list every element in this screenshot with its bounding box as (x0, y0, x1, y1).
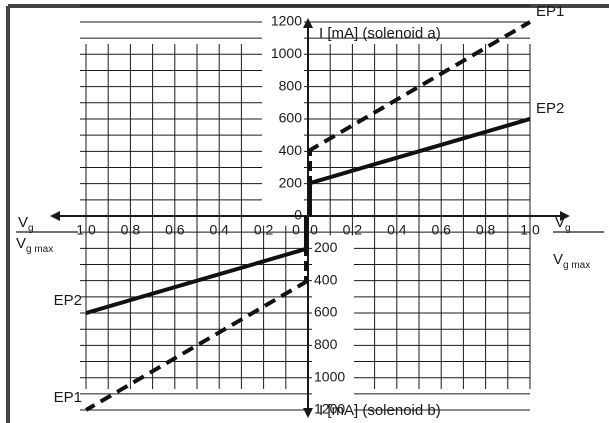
y-tick-label-bottom: 1200 (314, 401, 345, 417)
y-tick-label-top: 0 (294, 207, 302, 223)
y-tick-label-top: 200 (279, 174, 303, 190)
y-tick-label-bottom: 800 (314, 336, 338, 352)
series-line-ep1-a (306, 20, 532, 154)
x-tick-label-left: 0.2 (254, 221, 274, 237)
x-axis-label-right-den: Vg max (553, 251, 590, 271)
series-label-ep1-a: EP1 (536, 3, 564, 20)
x-tick-label-right: 0.4 (387, 221, 407, 237)
top-axis-label: I [mA] (solenoid a) (319, 25, 441, 42)
x-axis-label-left: Vg Vg max (16, 214, 78, 255)
series-line-ep1-b (84, 278, 310, 412)
bottom-axis-label: I [mA] (solenoid b) (319, 402, 441, 419)
x-tick-label-right: 0 (310, 221, 318, 237)
y-tick-label-top: 800 (279, 77, 303, 93)
x-tick-label-right: 0.2 (343, 221, 363, 237)
x-axis-label-right: Vg Vg max (553, 214, 604, 271)
x-axis-label-left-den: Vg max (16, 235, 53, 255)
series-layer: EP1 EP1 EP2 EP2 (54, 3, 564, 412)
x-tick-label-left: 0 (292, 221, 300, 237)
tick-labels: 1.0 0.8 0.6 0.4 0.2 0 0 0.2 0.4 0.6 0.8 1.0 1200 1000… (76, 13, 540, 417)
y-tick-label-bottom: 400 (314, 271, 338, 287)
tick-mask-bottom (312, 235, 354, 420)
x-tick-label-left: 0.4 (209, 221, 229, 237)
x-tick-label-left: 0.6 (165, 221, 185, 237)
x-axis-label-left-num: Vg (18, 214, 34, 234)
tick-mask-top (262, 13, 304, 226)
grid (80, 5, 531, 411)
y-tick-label-top: 1200 (271, 13, 302, 29)
series-label-ep2-a: EP2 (536, 100, 564, 117)
x-tick-label-left: 1.0 (76, 221, 96, 237)
y-tick-label-top: 600 (279, 110, 303, 126)
x-tick-label-right: 1.0 (520, 221, 540, 237)
y-tick-label-top: 1000 (271, 45, 302, 61)
x-tick-label-right: 0.6 (431, 221, 451, 237)
y-tick-label-top: 400 (279, 142, 303, 158)
x-axis-label-right-num: Vg (555, 214, 571, 234)
axes (50, 13, 570, 420)
y-tick-label-bottom: 600 (314, 304, 338, 320)
series-line-ep2-b (85, 246, 309, 315)
y-tick-label-bottom: 200 (314, 239, 338, 255)
x-tick-label-right: 0.8 (476, 221, 496, 237)
series-line-ep2-a (307, 117, 531, 186)
x-tick-label-left: 0.8 (121, 221, 141, 237)
series-label-ep1-b: EP1 (54, 389, 82, 406)
series-label-ep2-b: EP2 (54, 292, 82, 309)
y-tick-label-bottom: 1000 (314, 368, 345, 384)
